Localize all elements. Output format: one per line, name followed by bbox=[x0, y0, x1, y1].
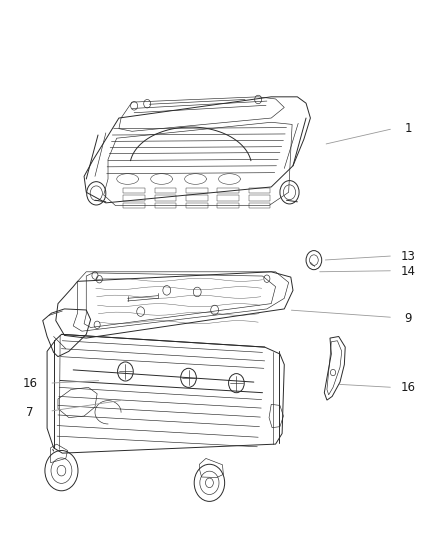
Text: 1: 1 bbox=[405, 122, 412, 135]
Text: 9: 9 bbox=[405, 312, 412, 325]
Text: 14: 14 bbox=[401, 265, 416, 278]
Text: 16: 16 bbox=[22, 377, 37, 390]
Text: 13: 13 bbox=[401, 251, 416, 263]
Text: 16: 16 bbox=[401, 381, 416, 394]
Text: 7: 7 bbox=[26, 406, 33, 419]
